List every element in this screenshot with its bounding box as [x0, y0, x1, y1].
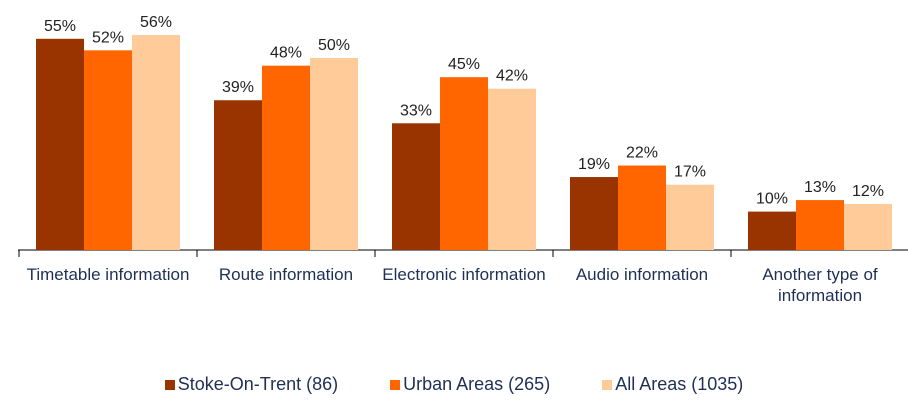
bar	[570, 177, 618, 250]
value-label: 19%	[578, 156, 610, 173]
bar	[618, 165, 666, 250]
value-label: 45%	[448, 56, 480, 73]
legend-label: All Areas (1035)	[615, 374, 744, 394]
value-label: 12%	[852, 183, 884, 200]
x-tick-label: Timetable information	[26, 265, 190, 284]
legend-swatch	[390, 379, 401, 390]
legend-label: Stoke-On-Trent (86)	[177, 374, 339, 394]
bar	[844, 203, 892, 250]
value-label: 42%	[496, 68, 528, 85]
value-label: 56%	[140, 14, 172, 31]
legend-item: Stoke-On-Trent (86)	[164, 374, 339, 395]
x-tick-label: Route information	[218, 265, 354, 284]
bar	[488, 88, 536, 250]
value-label: 48%	[270, 45, 302, 62]
legend-label: Urban Areas (265)	[403, 374, 551, 394]
bar	[392, 123, 440, 250]
bar	[84, 50, 132, 250]
value-label: 33%	[400, 102, 432, 119]
bar	[132, 34, 180, 251]
bar	[262, 65, 310, 251]
bar	[666, 184, 714, 250]
value-label: 10%	[756, 191, 788, 208]
value-label: 50%	[318, 37, 350, 54]
bar	[36, 38, 84, 250]
legend-swatch	[602, 379, 613, 390]
value-label: 13%	[804, 179, 836, 196]
value-label: 39%	[222, 79, 254, 96]
value-label: 55%	[44, 18, 76, 35]
bar	[310, 58, 358, 250]
bar	[440, 77, 488, 250]
value-label: 52%	[92, 29, 124, 46]
legend-item: All Areas (1035)	[602, 374, 743, 395]
value-label: 17%	[674, 164, 706, 181]
value-label: 22%	[626, 145, 658, 162]
bar	[748, 211, 796, 250]
x-tick-label: Another type of information	[762, 265, 878, 305]
x-tick-label: Audio information	[575, 265, 709, 284]
bar	[796, 200, 844, 250]
x-tick-label: Electronic information	[382, 265, 546, 284]
legend-item: Urban Areas (265)	[390, 374, 550, 395]
legend: Stoke-On-Trent (86) Urban Areas (265) All …	[0, 374, 908, 395]
legend-swatch	[164, 379, 175, 390]
bar	[214, 100, 262, 251]
